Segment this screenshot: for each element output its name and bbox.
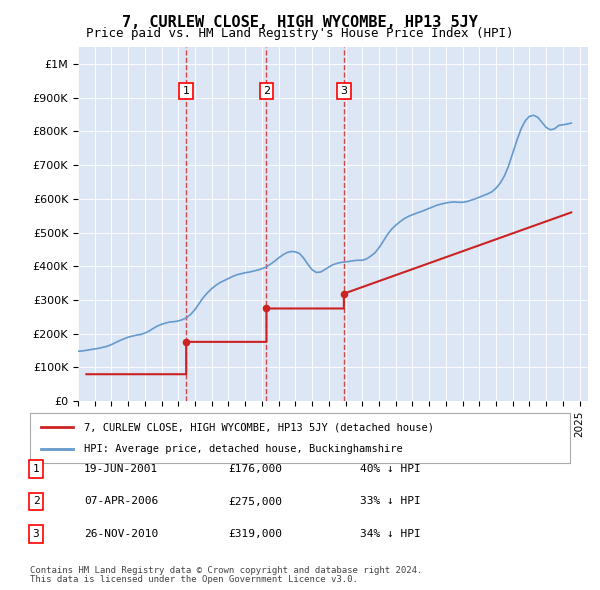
Text: 40% ↓ HPI: 40% ↓ HPI [360, 464, 421, 474]
Text: 33% ↓ HPI: 33% ↓ HPI [360, 497, 421, 506]
Text: 2: 2 [32, 497, 40, 506]
Text: 34% ↓ HPI: 34% ↓ HPI [360, 529, 421, 539]
Text: 3: 3 [32, 529, 40, 539]
Text: 07-APR-2006: 07-APR-2006 [84, 497, 158, 506]
Text: 1: 1 [182, 86, 190, 96]
Point [181, 337, 191, 346]
Text: 7, CURLEW CLOSE, HIGH WYCOMBE, HP13 5JY: 7, CURLEW CLOSE, HIGH WYCOMBE, HP13 5JY [122, 15, 478, 30]
Text: 19-JUN-2001: 19-JUN-2001 [84, 464, 158, 474]
Text: 26-NOV-2010: 26-NOV-2010 [84, 529, 158, 539]
Text: 1: 1 [32, 464, 40, 474]
Text: 2: 2 [263, 86, 270, 96]
Text: 3: 3 [340, 86, 347, 96]
Text: Price paid vs. HM Land Registry's House Price Index (HPI): Price paid vs. HM Land Registry's House … [86, 27, 514, 40]
Text: £275,000: £275,000 [228, 497, 282, 506]
Text: £176,000: £176,000 [228, 464, 282, 474]
Point [262, 304, 271, 313]
Text: Contains HM Land Registry data © Crown copyright and database right 2024.: Contains HM Land Registry data © Crown c… [30, 566, 422, 575]
Text: HPI: Average price, detached house, Buckinghamshire: HPI: Average price, detached house, Buck… [84, 444, 403, 454]
Text: £319,000: £319,000 [228, 529, 282, 539]
Text: 7, CURLEW CLOSE, HIGH WYCOMBE, HP13 5JY (detached house): 7, CURLEW CLOSE, HIGH WYCOMBE, HP13 5JY … [84, 422, 434, 432]
Point [339, 289, 349, 299]
Text: This data is licensed under the Open Government Licence v3.0.: This data is licensed under the Open Gov… [30, 575, 358, 584]
